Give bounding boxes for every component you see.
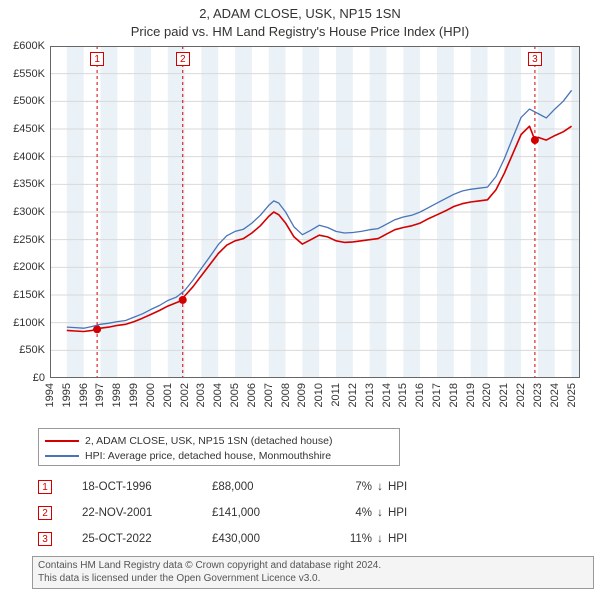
sale-date: 25-OCT-2022	[82, 533, 212, 545]
x-tick-label: 2014	[381, 383, 393, 407]
legend-item: HPI: Average price, detached house, Monm…	[45, 448, 393, 463]
x-tick-label: 2018	[448, 383, 460, 407]
legend-label: HPI: Average price, detached house, Monm…	[85, 450, 331, 462]
x-tick-label: 2004	[212, 383, 224, 407]
sale-row: 1 18-OCT-1996£88,0007%↓HPI	[38, 477, 428, 497]
legend-swatch	[45, 455, 79, 457]
y-tick-label: £50K	[1, 344, 45, 356]
x-tick-label: 2023	[532, 383, 544, 407]
x-tick-label: 2020	[481, 383, 493, 407]
x-tick-label: 2003	[195, 383, 207, 407]
legend-swatch	[45, 440, 79, 442]
chart-title-address: 2, ADAM CLOSE, USK, NP15 1SN	[0, 6, 600, 21]
y-tick-label: £100K	[1, 317, 45, 329]
sale-marker-box: 1	[90, 52, 104, 66]
y-tick-label: £500K	[1, 95, 45, 107]
x-tick-label: 2010	[313, 383, 325, 407]
y-tick-label: £400K	[1, 151, 45, 163]
y-tick-label: £300K	[1, 206, 45, 218]
x-tick-label: 2009	[296, 383, 308, 407]
x-tick-label: 1994	[44, 383, 56, 407]
x-tick-label: 2000	[145, 383, 157, 407]
x-tick-label: 2008	[280, 383, 292, 407]
x-tick-label: 2005	[229, 383, 241, 407]
sale-price: £430,000	[212, 533, 332, 545]
legend-item: 2, ADAM CLOSE, USK, NP15 1SN (detached h…	[45, 433, 393, 448]
x-tick-label: 2019	[465, 383, 477, 407]
sale-row: 2 22-NOV-2001£141,0004%↓HPI	[38, 503, 428, 523]
chart-plot-area	[50, 46, 580, 378]
legend: 2, ADAM CLOSE, USK, NP15 1SN (detached h…	[38, 428, 400, 466]
y-tick-label: £350K	[1, 178, 45, 190]
x-tick-label: 2007	[263, 383, 275, 407]
y-tick-label: £600K	[1, 40, 45, 52]
sale-pct: 7%	[332, 481, 372, 493]
sale-marker-box: 3	[38, 532, 52, 546]
x-tick-label: 1998	[111, 383, 123, 407]
x-tick-label: 2001	[162, 383, 174, 407]
down-arrow-icon: ↓	[372, 507, 388, 519]
sale-hpi-label: HPI	[388, 533, 428, 545]
attribution-box: Contains HM Land Registry data © Crown c…	[32, 556, 594, 589]
sale-hpi-label: HPI	[388, 507, 428, 519]
sale-price: £141,000	[212, 507, 332, 519]
x-tick-label: 1999	[128, 383, 140, 407]
x-tick-label: 2002	[179, 383, 191, 407]
x-tick-label: 2006	[246, 383, 258, 407]
x-tick-label: 2013	[364, 383, 376, 407]
y-tick-label: £550K	[1, 68, 45, 80]
y-tick-label: £250K	[1, 234, 45, 246]
sale-date: 18-OCT-1996	[82, 481, 212, 493]
y-tick-label: £0	[1, 372, 45, 384]
y-tick-label: £450K	[1, 123, 45, 135]
down-arrow-icon: ↓	[372, 481, 388, 493]
x-tick-label: 2024	[549, 383, 561, 407]
chart-border	[50, 46, 580, 378]
x-tick-label: 2012	[347, 383, 359, 407]
legend-label: 2, ADAM CLOSE, USK, NP15 1SN (detached h…	[85, 435, 332, 447]
x-tick-label: 2011	[330, 383, 342, 407]
x-tick-label: 2015	[397, 383, 409, 407]
down-arrow-icon: ↓	[372, 533, 388, 545]
x-tick-label: 1997	[94, 383, 106, 407]
y-tick-label: £150K	[1, 289, 45, 301]
x-tick-label: 2022	[515, 383, 527, 407]
sale-price: £88,000	[212, 481, 332, 493]
x-tick-label: 2016	[414, 383, 426, 407]
y-tick-label: £200K	[1, 261, 45, 273]
x-tick-label: 2017	[431, 383, 443, 407]
attribution-line: Contains HM Land Registry data © Crown c…	[38, 560, 588, 573]
sale-row: 3 25-OCT-2022£430,00011%↓HPI	[38, 529, 428, 549]
x-tick-label: 1995	[61, 383, 73, 407]
sale-marker-box: 3	[528, 52, 542, 66]
x-tick-label: 2025	[566, 383, 578, 407]
sale-hpi-label: HPI	[388, 481, 428, 493]
attribution-line: This data is licensed under the Open Gov…	[38, 573, 588, 586]
chart-title-subtitle: Price paid vs. HM Land Registry's House …	[0, 24, 600, 39]
x-tick-label: 2021	[498, 383, 510, 407]
sale-pct: 11%	[332, 533, 372, 545]
x-tick-label: 1996	[78, 383, 90, 407]
sale-marker-box: 1	[38, 480, 52, 494]
sale-date: 22-NOV-2001	[82, 507, 212, 519]
sale-pct: 4%	[332, 507, 372, 519]
sale-marker-box: 2	[176, 52, 190, 66]
sale-marker-box: 2	[38, 506, 52, 520]
